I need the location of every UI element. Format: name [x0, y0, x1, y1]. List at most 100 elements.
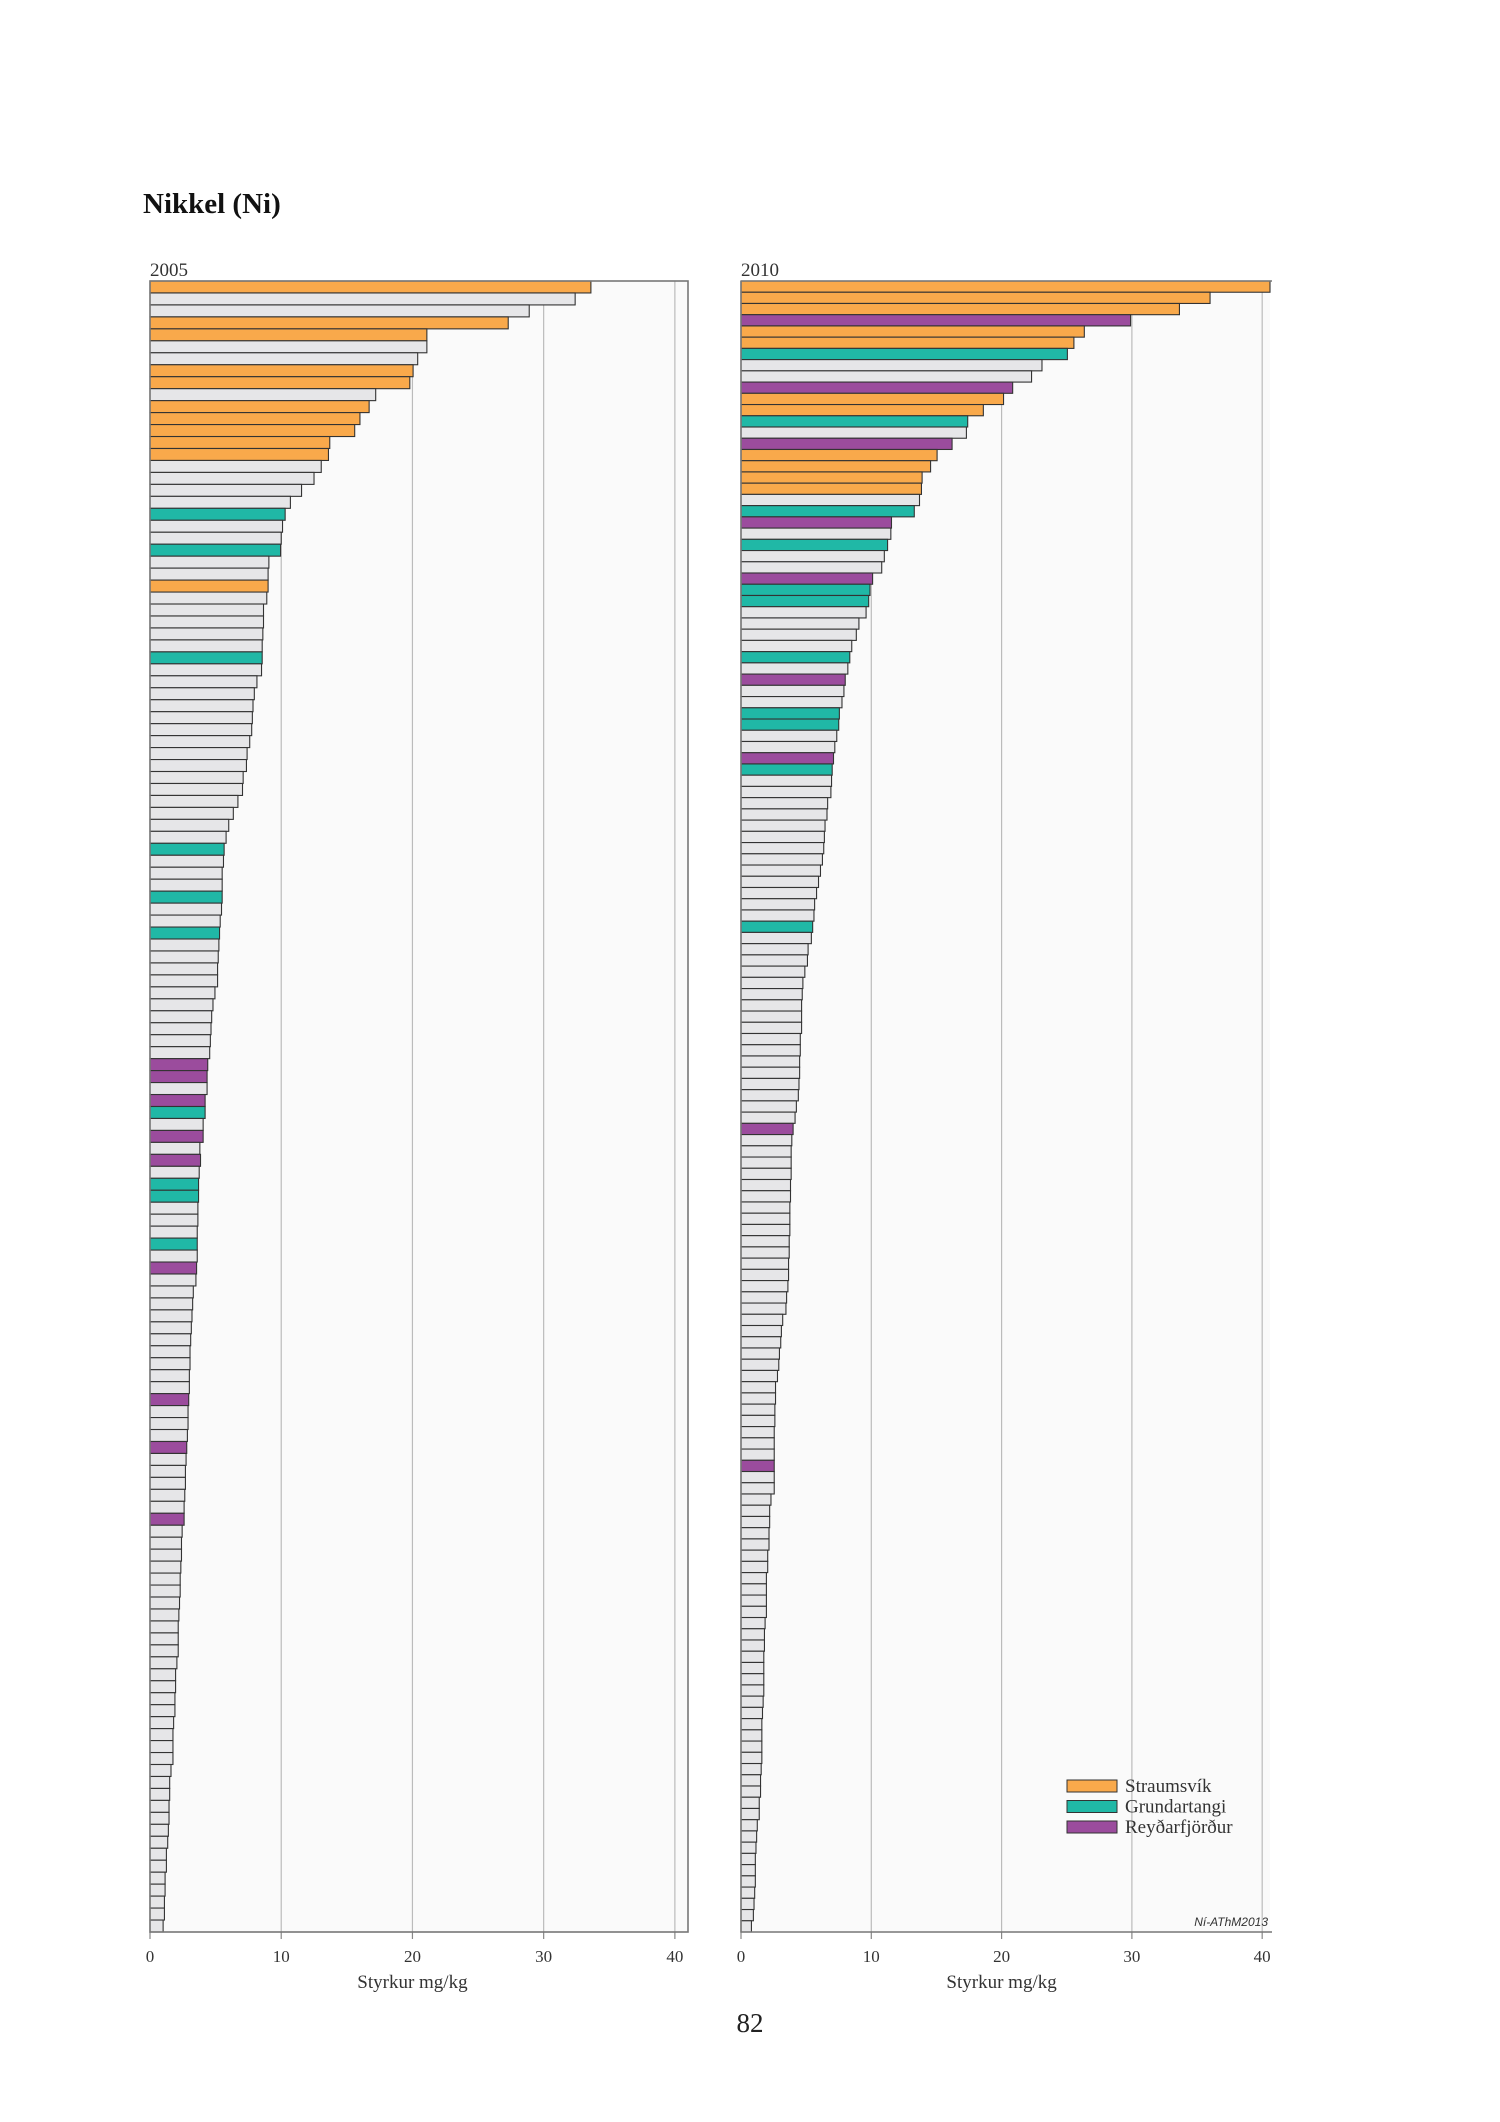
bar-reydarfjordur — [740, 437, 953, 451]
bar-straumsvik — [149, 424, 356, 438]
bar-other — [740, 1167, 792, 1181]
bar-other — [740, 1661, 765, 1675]
bar-straumsvik — [149, 376, 411, 390]
bar-other — [149, 1476, 186, 1490]
bar-other — [149, 759, 247, 773]
bar-other — [740, 1886, 756, 1899]
bar-other — [149, 998, 214, 1012]
bar-other — [740, 1044, 801, 1057]
bar-other — [740, 976, 804, 990]
bar-other — [149, 1740, 174, 1754]
bar-other — [149, 483, 303, 497]
bar-other — [149, 1225, 198, 1239]
bar-other — [740, 1482, 775, 1495]
bar-other — [740, 1021, 803, 1035]
bar-other — [740, 1740, 763, 1753]
bar-other — [740, 1908, 754, 1922]
bar-other — [149, 292, 576, 306]
bar-straumsvik — [149, 280, 592, 294]
bar-other — [740, 1706, 764, 1720]
bar-other — [740, 853, 823, 866]
bar-grundartangi — [149, 890, 223, 904]
bar-other — [149, 1500, 185, 1514]
bar-grundartangi — [149, 1105, 206, 1120]
bar-other — [149, 1273, 197, 1287]
bar-other — [740, 898, 816, 911]
bar-straumsvik — [740, 392, 1005, 406]
bar-other — [149, 519, 284, 533]
plot-frame — [149, 280, 689, 1933]
x-tick-label: 40 — [666, 1947, 683, 1966]
bar-other — [149, 866, 223, 880]
bar-other — [740, 359, 1043, 372]
bar-other — [149, 1548, 183, 1562]
bar-other — [740, 830, 825, 844]
bar-other — [149, 1680, 177, 1694]
bar-other — [149, 1141, 201, 1155]
x-axis-label: Styrkur mg/kg — [357, 1972, 468, 1993]
chart-2005: 0 10 20 30 40 Styrkur mg/kg 2005 — [146, 260, 689, 1993]
bar-reydarfjordur — [740, 1122, 794, 1136]
bar-straumsvik — [740, 302, 1180, 316]
bar-other — [740, 1392, 777, 1405]
bar-other — [149, 687, 255, 701]
bar-other — [149, 1297, 194, 1311]
bar-other — [149, 1524, 183, 1538]
bar-other — [149, 1692, 176, 1706]
bar-grundartangi — [149, 1177, 200, 1191]
bar-other — [740, 875, 820, 889]
bar-other — [149, 1632, 179, 1646]
bar-other — [149, 471, 315, 485]
bar-other — [149, 615, 265, 629]
x-tick-label: 30 — [1123, 1947, 1140, 1966]
bar-other — [740, 1639, 766, 1652]
legend-swatch-grundartangi — [1066, 1800, 1118, 1813]
bar-other — [740, 729, 838, 743]
bar-grundartangi — [740, 651, 851, 664]
bar-other — [740, 1280, 789, 1293]
page-title: Nikkel (Ni) — [143, 188, 281, 220]
bar-other — [740, 1313, 784, 1327]
bar-other — [740, 1616, 766, 1630]
chart-2010: 0 10 20 30 40 Styrkur mg/kg StraumsvíkGrundart… — [737, 260, 1272, 1993]
bar-other — [740, 1673, 765, 1686]
x-tick-label: 40 — [1254, 1947, 1271, 1966]
x-tick-label: 0 — [146, 1947, 155, 1966]
chart-title-2005: 2005 — [150, 260, 188, 281]
bar-other — [149, 723, 253, 737]
bar-other — [740, 1751, 763, 1765]
bar-other — [740, 1684, 765, 1697]
bar-grundartangi — [149, 842, 225, 856]
bar-other — [149, 782, 244, 796]
bar-other — [149, 1572, 181, 1586]
bar-grundartangi — [149, 1237, 198, 1251]
bar-other — [149, 938, 220, 952]
bar-other — [149, 770, 244, 785]
bar-other — [149, 1644, 179, 1658]
bar-straumsvik — [740, 280, 1271, 293]
bar-other — [149, 1907, 165, 1921]
legend-swatch-straumsvik — [1066, 1779, 1118, 1793]
bar-other — [149, 1165, 200, 1179]
bar-other — [740, 1268, 790, 1282]
bar-grundartangi — [740, 505, 915, 518]
bar-other — [149, 1763, 172, 1778]
bar-reydarfjordur — [149, 1070, 208, 1084]
bar-grundartangi — [740, 347, 1068, 361]
bar-other — [740, 1549, 769, 1562]
bar-other — [149, 1022, 212, 1036]
bar-other — [740, 1336, 782, 1349]
bar-other — [740, 1089, 799, 1102]
bar-other — [740, 1538, 770, 1551]
bar-grundartangi — [149, 1189, 200, 1203]
bar-other — [149, 495, 291, 509]
chart-credit: Ní-AThM2013 — [1194, 1915, 1268, 1929]
bar-other — [149, 735, 251, 749]
bar-other — [149, 794, 239, 808]
bar-other — [149, 591, 268, 605]
bar-other — [740, 1190, 792, 1203]
bar-straumsvik — [149, 328, 428, 342]
bar-other — [149, 555, 270, 569]
